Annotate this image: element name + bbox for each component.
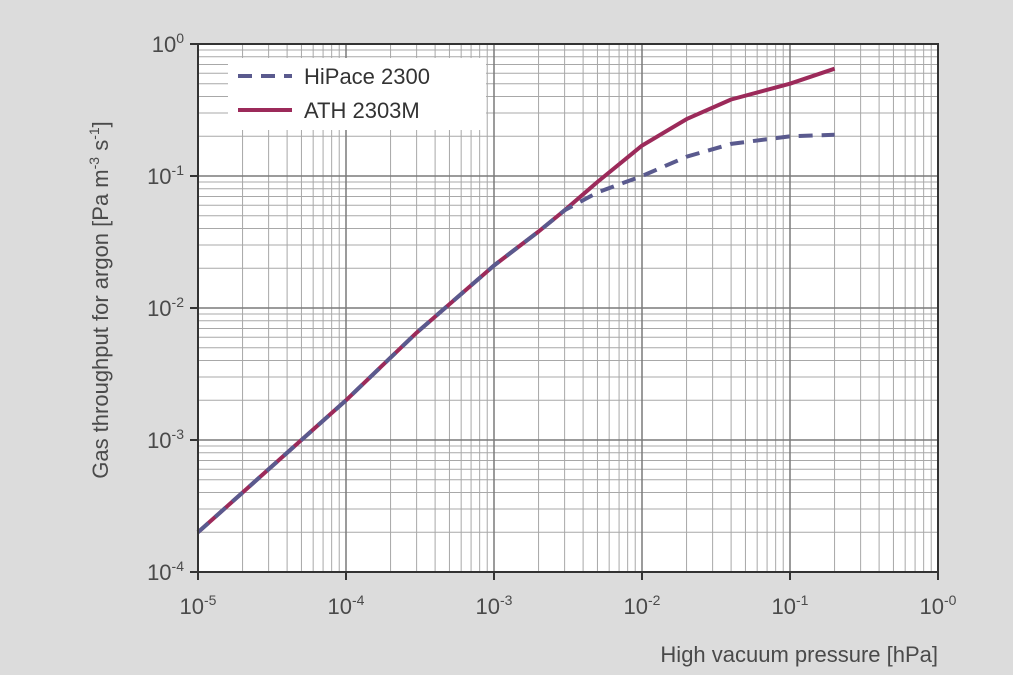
y-tick-label: 10-4 — [147, 558, 184, 585]
x-tick-label: 10-3 — [476, 592, 513, 619]
y-tick-label: 10-3 — [147, 426, 184, 453]
legend-label-ath: ATH 2303M — [304, 98, 420, 123]
y-axis-title-end: ] — [88, 121, 113, 127]
y-tick-label: 100 — [152, 30, 184, 57]
y-axis-title: Gas throughput for argon [Pa m-3 s-1] — [86, 121, 113, 479]
legend-box — [228, 58, 486, 130]
y-axis-title-main: Gas throughput for argon [Pa m — [88, 169, 113, 478]
series-layer — [196, 66, 836, 534]
x-tick-label: 10-5 — [180, 592, 217, 619]
series-line-hipace-2300 — [196, 132, 835, 534]
x-axis-ticks: 10-5 10-4 10-3 10-2 10-1 10-0 — [180, 572, 957, 619]
y-axis-title-exp1: -3 — [86, 157, 102, 170]
grid-major — [197, 44, 938, 573]
legend: HiPace 2300 ATH 2303M — [228, 58, 486, 130]
y-tick-label: 10-2 — [147, 294, 184, 321]
x-tick-label: 10-0 — [920, 592, 957, 619]
y-tick-label: 10-1 — [147, 162, 184, 189]
y-axis-title-mid: s — [88, 140, 113, 157]
x-axis-title: High vacuum pressure [hPa] — [660, 642, 938, 667]
legend-label-hipace: HiPace 2300 — [304, 64, 430, 89]
y-axis-title-exp2: -1 — [86, 127, 102, 140]
x-tick-label: 10-1 — [772, 592, 809, 619]
x-tick-label: 10-2 — [624, 592, 661, 619]
x-tick-label: 10-4 — [328, 592, 365, 619]
y-axis-ticks: 10-4 10-3 10-2 10-1 100 — [147, 30, 198, 585]
